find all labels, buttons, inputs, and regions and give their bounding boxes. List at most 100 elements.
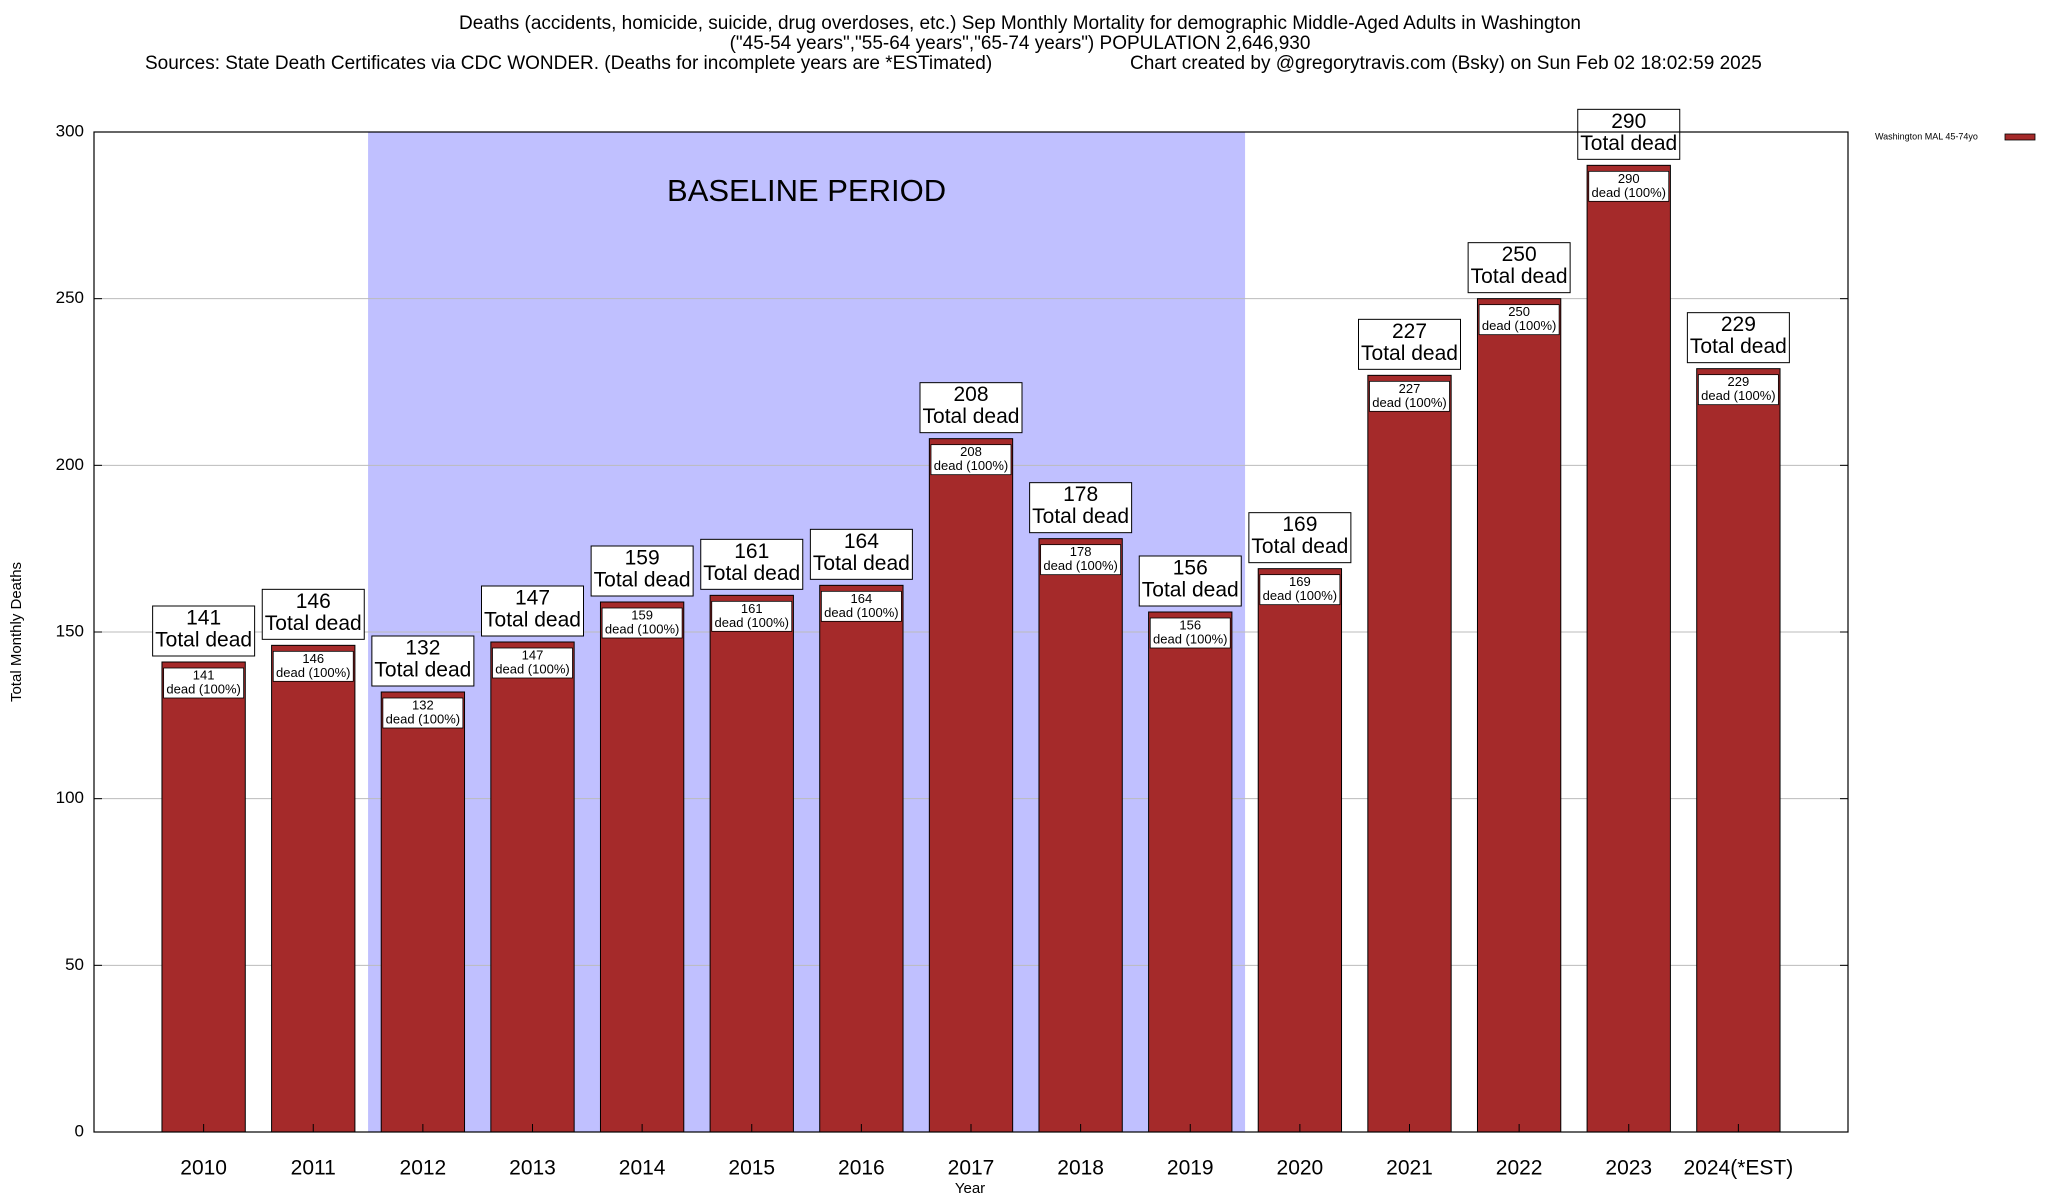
- inner-label-box: [1697, 374, 1779, 406]
- value-label: 161: [734, 540, 769, 563]
- inner-value-label: 146: [302, 651, 324, 666]
- x-tick-label: 2013: [509, 1157, 556, 1180]
- outer-label-text: Total dead: [1471, 265, 1568, 288]
- inner-label-text: dead (100%): [166, 681, 240, 696]
- y-tick-label: 200: [56, 455, 84, 474]
- outer-label-text: Total dead: [813, 552, 910, 575]
- inner-label-box: [930, 444, 1012, 476]
- legend-swatch: [2004, 133, 2036, 141]
- outer-label-text: Total dead: [923, 405, 1020, 428]
- outer-label-box: [481, 585, 584, 637]
- inner-label-box: [1478, 304, 1560, 336]
- outer-label-box: [371, 635, 475, 687]
- y-tick-label: 300: [56, 121, 84, 140]
- inner-label-box: [272, 650, 354, 682]
- x-tick-label: 2011: [291, 1157, 336, 1180]
- inner-value-label: 132: [412, 697, 434, 712]
- baseline-label: BASELINE PERIOD: [667, 173, 946, 208]
- x-tick-label: 2010: [180, 1157, 227, 1180]
- bar: [599, 601, 685, 1133]
- bar: [271, 644, 356, 1133]
- value-label: 164: [844, 530, 879, 553]
- value-label: 229: [1721, 313, 1756, 336]
- inner-label-box: [1040, 544, 1122, 576]
- inner-value-label: 178: [1070, 544, 1092, 559]
- outer-label-box: [1248, 512, 1352, 564]
- outer-label-text: Total dead: [155, 629, 252, 652]
- value-label: 159: [625, 547, 660, 570]
- inner-label-box: [382, 697, 464, 729]
- inner-label-text: dead (100%): [1043, 558, 1117, 573]
- bar: [1148, 611, 1233, 1133]
- inner-label-text: dead (100%): [1592, 185, 1666, 200]
- outer-label-box: [152, 605, 256, 657]
- outer-label-box: [1358, 318, 1461, 370]
- x-tick-label: 2019: [1167, 1157, 1214, 1180]
- x-tick-label: 2023: [1605, 1157, 1652, 1180]
- x-tick-label: 2024(*EST): [1684, 1157, 1794, 1180]
- inner-label-box: [1259, 574, 1341, 606]
- inner-value-label: 147: [522, 647, 544, 662]
- inner-label-text: dead (100%): [276, 665, 350, 680]
- outer-label-box: [1686, 312, 1790, 364]
- y-tick-label: 0: [75, 1121, 84, 1140]
- chart-title: Deaths (accidents, homicide, suicide, dr…: [459, 13, 1581, 34]
- outer-label-text: Total dead: [1690, 335, 1787, 358]
- bar: [1696, 368, 1781, 1133]
- y-tick-label: 150: [56, 621, 84, 640]
- inner-label-box: [1369, 380, 1450, 412]
- x-tick-label: 2022: [1496, 1157, 1543, 1180]
- bar: [1257, 568, 1343, 1133]
- inner-value-label: 161: [741, 601, 763, 616]
- value-label: 169: [1282, 513, 1317, 536]
- value-label: 227: [1392, 320, 1427, 343]
- inner-value-label: 250: [1508, 304, 1530, 319]
- value-label: 178: [1063, 483, 1098, 506]
- bar: [490, 641, 575, 1133]
- inner-label-text: dead (100%): [934, 458, 1008, 473]
- x-tick-label: 2020: [1277, 1157, 1324, 1180]
- inner-value-label: 208: [960, 444, 982, 459]
- outer-label-box: [590, 545, 694, 597]
- inner-value-label: 227: [1399, 381, 1421, 396]
- outer-label-box: [1029, 482, 1133, 534]
- legend-label: Washington MAL 45-74yo: [1875, 131, 1978, 141]
- value-label: 146: [296, 590, 331, 613]
- value-label: 156: [1173, 557, 1208, 580]
- outer-label-text: Total dead: [1251, 535, 1348, 558]
- inner-label-box: [1149, 617, 1231, 649]
- inner-value-label: 141: [193, 667, 215, 682]
- inner-value-label: 229: [1728, 374, 1750, 389]
- inner-value-label: 290: [1618, 171, 1640, 186]
- y-axis-label: Total Monthly Deaths: [8, 562, 25, 702]
- inner-label-text: dead (100%): [824, 605, 898, 620]
- inner-label-box: [492, 647, 573, 679]
- bar: [928, 438, 1014, 1133]
- bar: [1367, 374, 1452, 1133]
- y-tick-label: 100: [56, 788, 84, 807]
- bar: [1038, 538, 1123, 1133]
- chart-subtitle: ("45-54 years","55-64 years","65-74 year…: [730, 33, 1311, 54]
- x-tick-label: 2021: [1386, 1157, 1433, 1180]
- chart-credit: Chart created by @gregorytravis.com (Bsk…: [1130, 53, 1762, 74]
- x-tick-label: 2018: [1057, 1157, 1104, 1180]
- value-label: 250: [1502, 243, 1537, 266]
- bar: [380, 691, 466, 1133]
- outer-label-text: Total dead: [1142, 579, 1239, 602]
- outer-label-text: Total dead: [374, 659, 471, 682]
- bar: [1476, 298, 1562, 1133]
- inner-label-box: [163, 667, 245, 699]
- y-tick-label: 250: [56, 288, 84, 307]
- outer-label-text: Total dead: [484, 609, 581, 632]
- inner-label-text: dead (100%): [1701, 388, 1775, 403]
- inner-label-text: dead (100%): [386, 711, 460, 726]
- inner-label-box: [1588, 170, 1670, 202]
- inner-value-label: 169: [1289, 574, 1311, 589]
- outer-label-text: Total dead: [1361, 342, 1458, 365]
- bar: [1586, 164, 1671, 1133]
- inner-label-box: [820, 590, 902, 622]
- plot-frame: [93, 131, 1849, 1133]
- inner-label-box: [601, 607, 683, 639]
- outer-label-box: [261, 588, 365, 640]
